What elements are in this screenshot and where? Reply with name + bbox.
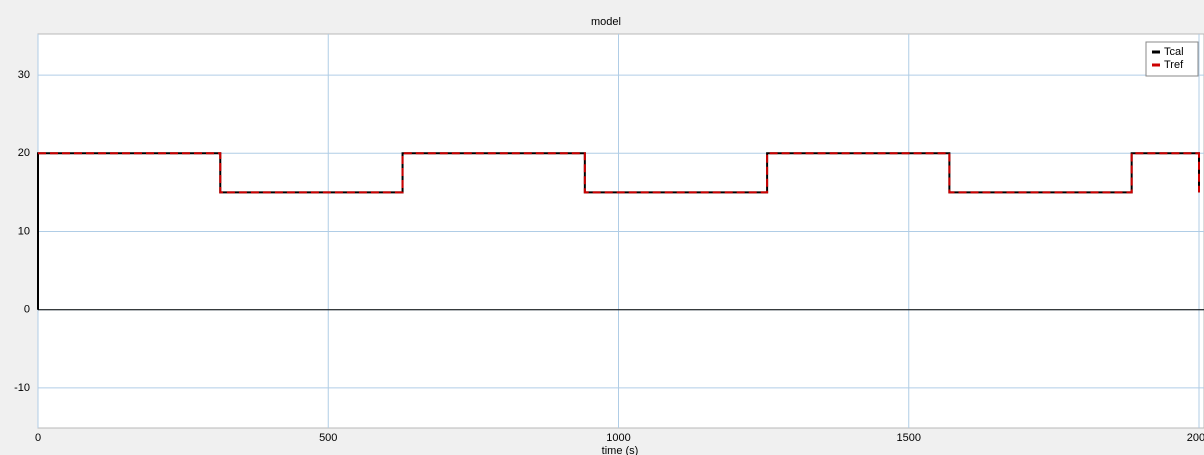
legend-label: Tcal xyxy=(1164,46,1184,58)
x-tick-label: 2000 xyxy=(1187,432,1204,444)
x-axis-label: time (s) xyxy=(602,445,639,455)
chart-title: model xyxy=(591,16,621,28)
y-tick-label: 10 xyxy=(18,225,30,237)
x-tick-label: 1500 xyxy=(897,432,921,444)
x-tick-label: 500 xyxy=(319,432,337,444)
y-tick-label: 20 xyxy=(18,147,30,159)
series-line xyxy=(38,152,1200,194)
y-tick-label: 0 xyxy=(24,304,30,316)
x-tick-label: 1000 xyxy=(606,432,630,444)
y-tick-label: -10 xyxy=(14,382,30,394)
y-tick-label: 30 xyxy=(18,69,30,81)
legend-label: Tref xyxy=(1164,59,1184,71)
legend-box xyxy=(1145,41,1199,77)
x-tick-label: 0 xyxy=(35,432,41,444)
